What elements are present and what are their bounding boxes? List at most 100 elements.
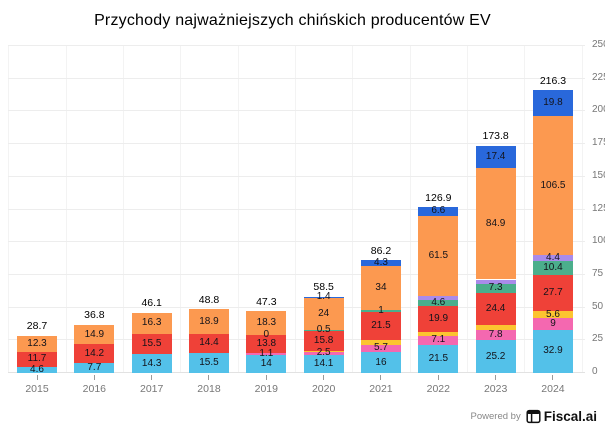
segment-label: 19.8	[543, 97, 563, 109]
total-label: 173.8	[482, 130, 509, 143]
segment-pink[interactable]	[246, 353, 287, 355]
segment-orange[interactable]	[188, 309, 229, 334]
segment-green[interactable]	[475, 283, 516, 294]
segment-label: 13.8	[256, 338, 277, 350]
segment-lightblue[interactable]	[188, 352, 229, 373]
x-axis-tick-label: 2015	[25, 383, 49, 395]
segment-purple[interactable]	[475, 279, 516, 284]
segment-lightblue[interactable]	[246, 354, 287, 373]
segment-label: 14.4	[199, 337, 219, 349]
segment-pink[interactable]	[303, 351, 344, 355]
segment-label: 27.7	[543, 286, 563, 298]
segment-orange[interactable]	[475, 168, 516, 280]
segment-lightblue[interactable]	[360, 352, 401, 373]
segment-label: 14.3	[141, 357, 162, 369]
y-axis-tick-label: 50	[592, 300, 604, 312]
segment-orange[interactable]	[418, 215, 459, 297]
segment-pink[interactable]	[475, 329, 516, 341]
y-axis-tick-label: 175	[592, 137, 605, 149]
segment-royalblue[interactable]	[475, 145, 516, 169]
horizontal-gridline	[8, 110, 585, 112]
segment-pink[interactable]	[532, 318, 573, 330]
segment-green[interactable]	[418, 299, 459, 306]
segment-label: 7.7	[87, 361, 102, 373]
segment-green[interactable]	[532, 261, 573, 275]
segment-yellow[interactable]	[360, 339, 401, 345]
segment-orange[interactable]	[360, 265, 401, 311]
segment-lightblue[interactable]	[475, 340, 516, 373]
segment-label: 19.9	[428, 312, 449, 324]
horizontal-gridline	[8, 372, 585, 373]
vertical-gridline	[524, 46, 526, 373]
segment-lightblue[interactable]	[74, 362, 115, 373]
total-label: 36.8	[84, 309, 105, 322]
segment-purple[interactable]	[418, 296, 459, 300]
segment-label: 14.2	[84, 347, 105, 359]
segment-green[interactable]	[303, 329, 344, 331]
segment-pink[interactable]	[360, 344, 401, 353]
vertical-gridline	[180, 46, 182, 373]
segment-red[interactable]	[188, 333, 229, 353]
segment-lightblue[interactable]	[532, 329, 573, 373]
segment-purple[interactable]	[532, 255, 573, 262]
segment-red[interactable]	[532, 274, 573, 311]
segment-royalblue[interactable]	[303, 296, 344, 299]
segment-yellow[interactable]	[418, 331, 459, 336]
y-axis-tick-label: 250	[592, 39, 605, 50]
segment-orange[interactable]	[532, 115, 573, 256]
segment-lightblue[interactable]	[131, 354, 172, 373]
x-axis-tick-label: 2017	[139, 383, 164, 395]
total-label: 126.9	[425, 191, 452, 204]
x-axis-tick	[380, 375, 382, 380]
horizontal-gridline	[8, 208, 585, 210]
segment-yellow[interactable]	[475, 325, 516, 330]
segment-royalblue[interactable]	[418, 207, 459, 216]
segment-orange[interactable]	[131, 312, 172, 335]
x-axis-tick-label: 2022	[426, 383, 450, 395]
segment-label: 21.5	[371, 319, 391, 331]
horizontal-gridline	[8, 273, 585, 275]
segment-lightblue[interactable]	[17, 366, 57, 373]
segment-royalblue[interactable]	[532, 90, 573, 116]
segment-green[interactable]	[360, 310, 401, 312]
segment-orange[interactable]	[17, 335, 57, 352]
segment-pink[interactable]	[418, 335, 459, 345]
segment-label: 5.7	[374, 342, 388, 354]
segment-orange[interactable]	[246, 311, 287, 336]
x-axis-tick-label: 2021	[369, 383, 393, 395]
segment-label: 4.6	[431, 296, 446, 308]
segment-label: 6.6	[431, 205, 446, 217]
segment-red[interactable]	[246, 335, 287, 354]
segment-red[interactable]	[17, 351, 57, 367]
segment-royalblue[interactable]	[360, 260, 401, 266]
segment-label: 14	[260, 357, 272, 369]
segment-lightblue[interactable]	[303, 354, 344, 373]
segment-red[interactable]	[303, 330, 344, 352]
segment-red[interactable]	[360, 311, 401, 340]
segment-label: 15.5	[141, 338, 162, 350]
x-axis-tick	[552, 375, 554, 380]
segment-label: 24	[318, 308, 330, 319]
segment-lightblue[interactable]	[418, 344, 459, 373]
segment-label: 1.4	[316, 291, 331, 303]
segment-orange[interactable]	[74, 324, 115, 345]
brand-name: Fiscal.ai	[543, 409, 597, 424]
segment-red[interactable]	[418, 305, 459, 332]
segment-red[interactable]	[131, 334, 172, 355]
vertical-gridline	[65, 46, 67, 373]
segment-label: 16	[375, 356, 387, 368]
segment-red[interactable]	[74, 344, 115, 363]
brand[interactable]: Fiscal.ai	[526, 409, 597, 424]
segment-red[interactable]	[475, 293, 516, 326]
y-axis-tick-label: 100	[592, 235, 605, 247]
x-axis-tick-label: 2020	[311, 383, 336, 395]
segment-label: 11.7	[27, 353, 47, 365]
segment-orange[interactable]	[303, 298, 344, 330]
segment-label: 18.3	[256, 317, 277, 329]
vertical-gridline	[467, 46, 468, 373]
segment-label: 18.9	[199, 315, 219, 327]
segment-yellow[interactable]	[532, 310, 573, 319]
segment-label: 15.5	[199, 356, 219, 368]
vertical-gridline	[237, 46, 239, 373]
x-axis-tick-label: 2016	[82, 383, 107, 395]
